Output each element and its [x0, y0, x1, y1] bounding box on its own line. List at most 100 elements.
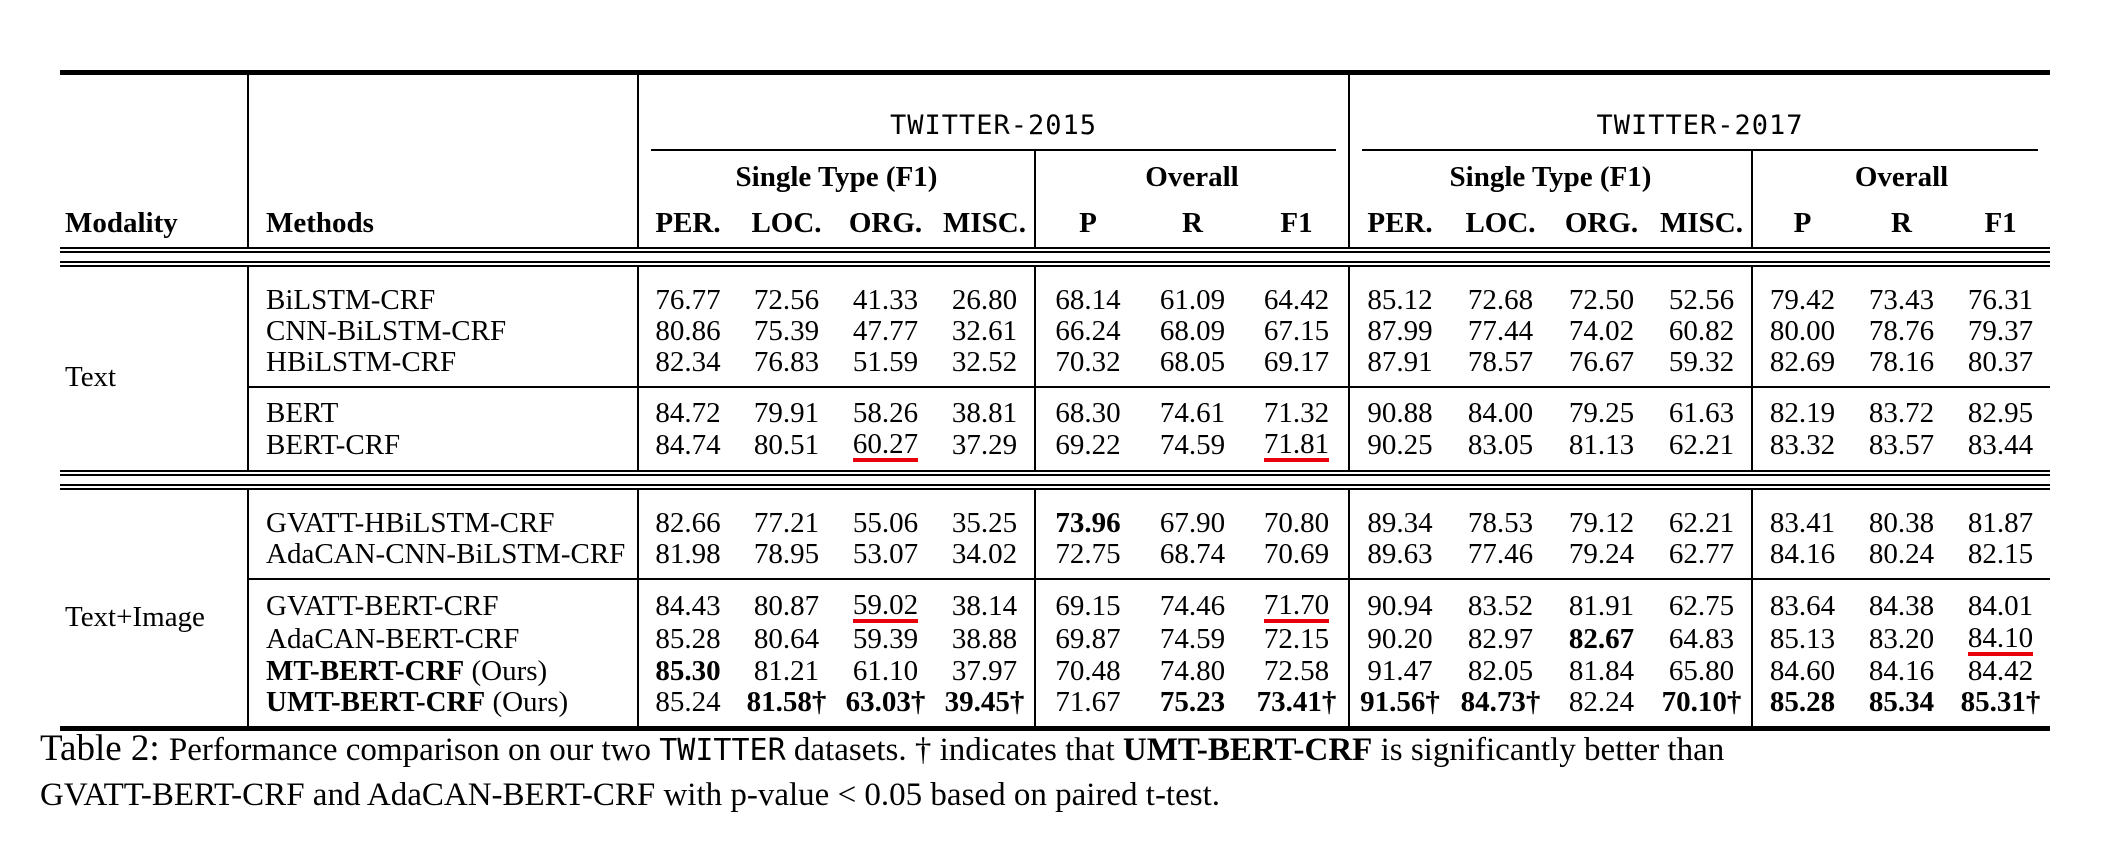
metric-value: 68.09 — [1140, 316, 1245, 347]
rule — [60, 726, 2051, 733]
metric-value: 59.02 — [836, 579, 935, 623]
value-text: 70.10† — [1661, 686, 1742, 718]
metric-value: 82.19 — [1751, 387, 1852, 429]
metric-value: 74.02 — [1551, 316, 1652, 347]
metric-value: 77.44 — [1450, 316, 1551, 347]
value-text: 78.53 — [1467, 507, 1534, 539]
overall-header: Overall — [1750, 151, 2051, 195]
empty-cell — [247, 151, 638, 195]
value-text: 82.19 — [1769, 397, 1836, 429]
metric-value: 78.57 — [1450, 347, 1551, 388]
dataset-header-twitter-2017: TWITTER-2017 — [1347, 70, 2051, 151]
metric-value: 78.95 — [737, 539, 836, 580]
method-name: HBiLSTM-CRF — [247, 347, 638, 388]
value-text: 83.20 — [1868, 623, 1935, 655]
value-text: 82.69 — [1769, 346, 1836, 378]
value-text: 73.96 — [1055, 507, 1121, 539]
metric-value: 62.75 — [1652, 579, 1752, 623]
metric-value: 90.20 — [1348, 623, 1450, 656]
metric-value: 74.59 — [1140, 429, 1245, 473]
metric-value: 73.43 — [1852, 264, 1951, 316]
metric-value: 72.68 — [1450, 264, 1551, 316]
metric-value: 76.83 — [737, 347, 836, 388]
metric-value: 68.74 — [1140, 538, 1245, 580]
metric-value: 64.42 — [1245, 264, 1349, 316]
value-text: 68.74 — [1159, 538, 1226, 570]
metric-value: 62.21 — [1652, 429, 1752, 473]
value-text: 70.32 — [1055, 346, 1121, 378]
metric-value: 82.67 — [1551, 623, 1652, 656]
metric-value: 90.88 — [1348, 387, 1450, 429]
value-text: 82.05 — [1467, 655, 1534, 687]
method-name: MT-BERT-CRF (Ours) — [247, 656, 638, 687]
metric-value: 84.16 — [1852, 656, 1951, 687]
metric-value: 55.06 — [836, 487, 935, 539]
metric-value: 26.80 — [935, 264, 1035, 316]
value-text: 64.83 — [1668, 623, 1735, 655]
metric-value: 80.64 — [737, 623, 836, 656]
metric-value: 76.77 — [637, 264, 737, 316]
metric-value: 60.27 — [836, 429, 935, 473]
value-text: 85.31† — [1960, 686, 2041, 718]
value-text: 84.38 — [1868, 590, 1935, 622]
metric-value: 41.33 — [836, 264, 935, 316]
method-text: AdaCAN-BERT-CRF — [266, 623, 520, 655]
value-text: 80.24 — [1868, 538, 1935, 570]
caption-text: UMT-BERT-CRF — [1122, 732, 1373, 768]
value-text: 26.80 — [951, 284, 1018, 316]
empty-cell — [247, 70, 638, 151]
metric-value: 76.67 — [1551, 347, 1652, 388]
metric-value: 69.87 — [1034, 623, 1140, 656]
value-text: 38.81 — [951, 397, 1018, 429]
empty-cell — [60, 70, 248, 151]
value-text: 75.39 — [753, 315, 820, 347]
value-text: 83.32 — [1769, 429, 1836, 461]
metric-value: 81.98 — [637, 539, 737, 580]
table-row: HBiLSTM-CRF 82.34 76.83 51.59 32.52 70.32 68.0… — [60, 346, 2051, 388]
metric-value: 80.87 — [737, 579, 836, 623]
method-text: BERT — [266, 397, 339, 429]
metric-value: 82.15 — [1951, 539, 2051, 580]
metric-value: 84.73† — [1450, 687, 1551, 729]
method-name: BERT — [247, 387, 638, 429]
value-text: 77.21 — [753, 507, 820, 539]
value-text: 53.07 — [852, 538, 919, 570]
metric-value: 73.41† — [1245, 687, 1349, 729]
value-text: 71.70 — [1263, 589, 1330, 623]
metric-value: 60.82 — [1652, 316, 1752, 347]
metric-value: 80.37 — [1951, 347, 2051, 388]
metric-value: 75.23 — [1140, 687, 1245, 729]
metric-value: 39.45† — [935, 687, 1035, 729]
metric-value: 89.63 — [1348, 539, 1450, 580]
metric-value: 32.52 — [935, 347, 1035, 388]
metric-value: 78.16 — [1852, 346, 1951, 388]
value-text: 85.24 — [655, 686, 721, 718]
method-name: GVATT-HBiLSTM-CRF — [247, 487, 638, 539]
results-table: TWITTER-2015 TWITTER-2017 Single Type (F… — [60, 70, 2051, 733]
method-name: CNN-BiLSTM-CRF — [247, 316, 638, 347]
col-header-loc: LOC. — [737, 195, 836, 253]
value-text: 90.88 — [1367, 397, 1433, 429]
table-row: Text+Image GVATT-HBiLSTM-CRF 82.66 77.21 55.… — [60, 487, 2050, 632]
metric-value: 75.39 — [737, 316, 836, 347]
value-text: 81.84 — [1568, 655, 1635, 687]
value-text: 78.16 — [1868, 346, 1935, 378]
value-text: 59.39 — [852, 623, 919, 655]
metric-value: 85.28 — [1751, 687, 1852, 729]
value-text: 83.72 — [1868, 397, 1935, 429]
value-text: 62.21 — [1668, 507, 1735, 539]
metric-value: 58.26 — [836, 387, 935, 429]
caption-text: Table 2: — [40, 728, 169, 769]
metric-value: 87.99 — [1348, 316, 1450, 347]
metric-value: 83.20 — [1852, 623, 1951, 656]
method-name: BiLSTM-CRF — [247, 264, 638, 316]
value-text: 69.15 — [1055, 590, 1121, 622]
metric-value: 70.32 — [1034, 346, 1140, 388]
metric-value: 85.13 — [1751, 623, 1852, 656]
metric-value: 72.75 — [1034, 539, 1140, 580]
metric-value: 89.34 — [1348, 487, 1450, 539]
group-separator-rule — [60, 470, 2051, 490]
modality-label: Text+Image — [65, 600, 205, 633]
value-text: 79.12 — [1568, 507, 1635, 539]
col-header-per: PER. — [637, 195, 737, 253]
